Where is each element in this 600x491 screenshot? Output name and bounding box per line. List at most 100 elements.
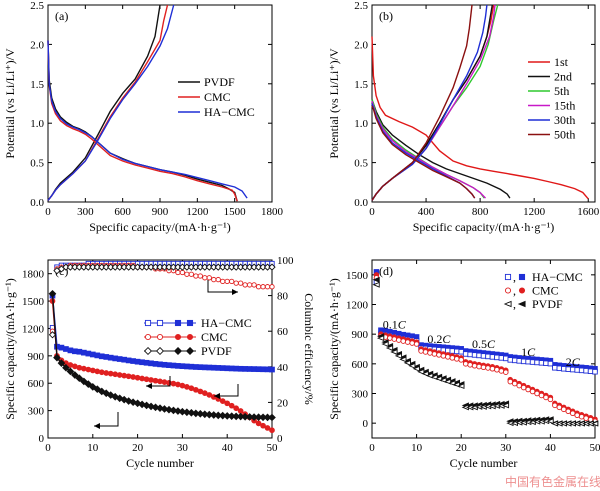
legend-marker	[174, 333, 182, 341]
x-tick-label: 1200	[186, 206, 209, 218]
discharge-point	[538, 392, 545, 399]
x-axis-label: Cycle number	[450, 456, 518, 470]
arrow-cmc	[146, 376, 171, 387]
discharge-point	[546, 418, 554, 425]
discharge-point	[372, 281, 380, 288]
discharge-point	[529, 388, 536, 395]
legend-marker	[156, 333, 164, 341]
panel-label: (b)	[379, 9, 393, 23]
efficiency-point	[246, 282, 253, 288]
efficiency-point	[264, 284, 271, 290]
discharge-point	[511, 357, 518, 364]
capacity-point	[166, 380, 172, 386]
arrowhead	[146, 383, 152, 389]
capacity-point	[71, 371, 79, 379]
efficiency-point	[251, 282, 257, 288]
y-tick-label: 0.0	[30, 197, 44, 209]
x-tick-label: 0	[369, 442, 375, 454]
efficiency-point	[175, 269, 181, 276]
legend-marker	[185, 346, 195, 356]
arrowhead	[94, 423, 100, 429]
rate-label: 1C	[521, 345, 536, 359]
capacity-point	[89, 367, 96, 374]
y-tick-label: 0.5	[30, 158, 44, 170]
discharge-point	[413, 341, 420, 347]
x-tick-label: 20	[132, 442, 144, 454]
discharge-point	[458, 349, 464, 355]
x-tick-label: 800	[472, 206, 489, 218]
plot-frame	[47, 259, 273, 439]
capacity-point	[196, 409, 205, 418]
capacity-point	[192, 409, 200, 418]
efficiency-point	[211, 276, 217, 283]
discharge-point	[489, 354, 496, 360]
discharge-point	[422, 349, 429, 355]
discharge-point	[520, 384, 527, 391]
series-line-HA−CMC-charge	[47, 4, 175, 201]
discharge-point	[399, 356, 407, 363]
x-tick-label: 0	[369, 206, 375, 218]
series-line-15th-discharge	[371, 100, 487, 199]
discharge-point	[471, 363, 478, 369]
y-tick-label: 1800	[22, 269, 45, 281]
discharge-point	[453, 356, 460, 362]
y-axis-label: Specific capacity/(mA·h·g⁻¹)	[3, 278, 17, 420]
legend-label: HA−CMC	[201, 316, 252, 330]
x-tick-label: 50	[267, 442, 279, 454]
x-tick-label: 30	[500, 442, 512, 454]
capacity-point	[75, 374, 84, 383]
discharge-point	[529, 359, 536, 365]
capacity-point	[80, 377, 88, 386]
capacity-point	[143, 376, 150, 383]
capacity-point	[93, 385, 102, 394]
discharge-point	[583, 368, 589, 374]
capacity-point	[94, 368, 101, 375]
capacity-point	[111, 392, 120, 401]
capacity-point	[175, 381, 181, 388]
discharge-point	[587, 368, 594, 375]
discharge-point	[538, 360, 545, 366]
legend-marker	[156, 319, 164, 327]
discharge-point	[476, 352, 482, 359]
discharge-point	[471, 352, 478, 358]
panel-a: 0 300 600 900 1200 1500 1800 0.0 0.5 1.0 1.5 2.0 2.5…	[3, 0, 284, 234]
discharge-point	[556, 365, 563, 372]
legend-marker	[143, 346, 153, 356]
discharge-point	[543, 394, 549, 401]
plot-frame	[371, 259, 596, 439]
efficiency-point	[255, 284, 262, 290]
capacity-point	[112, 371, 119, 378]
discharge-point	[421, 370, 429, 377]
x-tick-label: 300	[77, 206, 94, 218]
discharge-point	[376, 335, 385, 342]
discharge-point	[462, 361, 469, 367]
capacity-point	[260, 422, 266, 429]
efficiency-point	[179, 269, 186, 276]
efficiency-point	[269, 284, 275, 290]
capacity-point	[130, 374, 136, 380]
discharge-point	[381, 341, 389, 348]
discharge-point	[561, 406, 567, 413]
y-tick-label: 1.0	[30, 118, 44, 130]
capacity-point	[264, 425, 271, 431]
panel-b: 0 400 800 1200 1600 0.0 0.5 1.0 1.5 2.0 2.5 Specifi…	[327, 0, 600, 234]
capacity-point	[57, 359, 66, 367]
legend-marker	[155, 346, 165, 356]
capacity-point	[152, 377, 159, 384]
legend-marker	[144, 333, 152, 341]
discharge-point	[498, 368, 505, 374]
y-tick-label: 900	[352, 329, 369, 341]
x-tick-label: 10	[87, 442, 99, 454]
efficiency-point	[268, 263, 276, 271]
capacity-point	[157, 378, 163, 385]
discharge-point	[409, 340, 415, 346]
x-tick-label: 0	[45, 206, 51, 218]
rate-label: 2C	[566, 355, 581, 369]
legend-marker-filled	[518, 273, 526, 281]
capacity-point	[107, 370, 114, 377]
efficiency-point	[233, 280, 239, 286]
x-tick-label: 30	[177, 442, 189, 454]
discharge-point	[569, 410, 576, 417]
y-tick-label: 600	[352, 359, 369, 371]
efficiency-point	[48, 331, 57, 339]
